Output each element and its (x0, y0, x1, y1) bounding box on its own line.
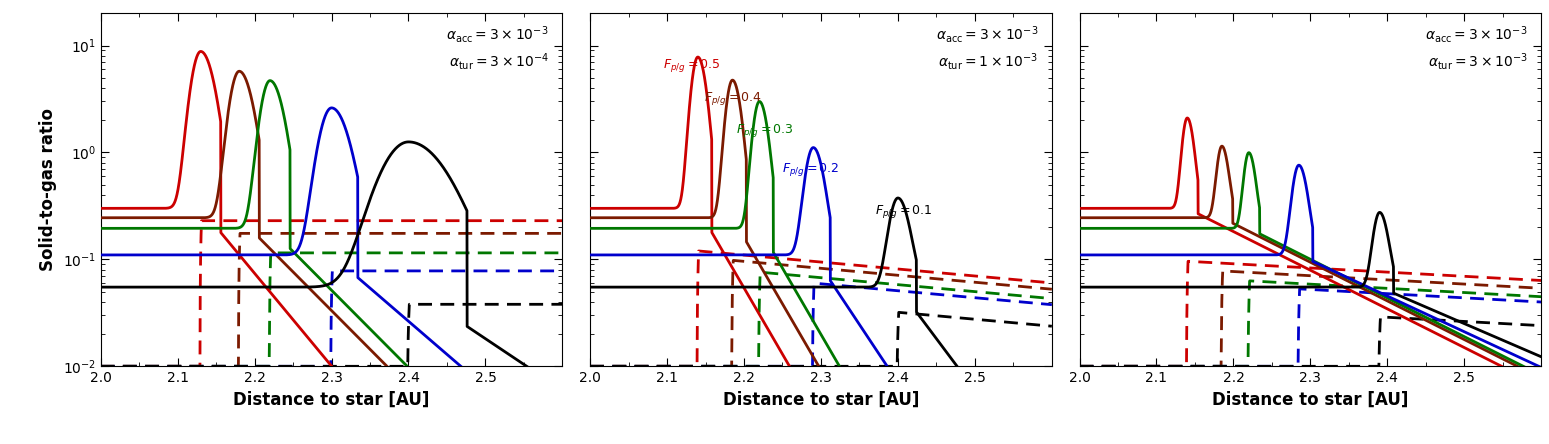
Text: $F_{p/g}=0.4$: $F_{p/g}=0.4$ (703, 90, 762, 107)
X-axis label: Distance to star [AU]: Distance to star [AU] (1213, 391, 1408, 409)
X-axis label: Distance to star [AU]: Distance to star [AU] (234, 391, 429, 409)
Text: $F_{p/g}=0.2$: $F_{p/g}=0.2$ (782, 160, 840, 178)
Text: $\alpha_\mathrm{acc}=3\times10^{-3}$
$\alpha_\mathrm{tur}=3\times10^{-4}$: $\alpha_\mathrm{acc}=3\times10^{-3}$ $\a… (446, 24, 548, 72)
Text: $F_{p/g}=0.5$: $F_{p/g}=0.5$ (663, 57, 720, 74)
Text: $F_{p/g}=0.3$: $F_{p/g}=0.3$ (736, 122, 795, 139)
Text: $\alpha_\mathrm{acc}=3\times10^{-3}$
$\alpha_\mathrm{tur}=3\times10^{-3}$: $\alpha_\mathrm{acc}=3\times10^{-3}$ $\a… (1425, 24, 1527, 72)
X-axis label: Distance to star [AU]: Distance to star [AU] (723, 391, 919, 409)
Y-axis label: Solid-to-gas ratio: Solid-to-gas ratio (39, 108, 57, 271)
Text: $\alpha_\mathrm{acc}=3\times10^{-3}$
$\alpha_\mathrm{tur}=1\times10^{-3}$: $\alpha_\mathrm{acc}=3\times10^{-3}$ $\a… (936, 24, 1038, 72)
Text: $F_{p/g}=0.1$: $F_{p/g}=0.1$ (875, 203, 932, 220)
